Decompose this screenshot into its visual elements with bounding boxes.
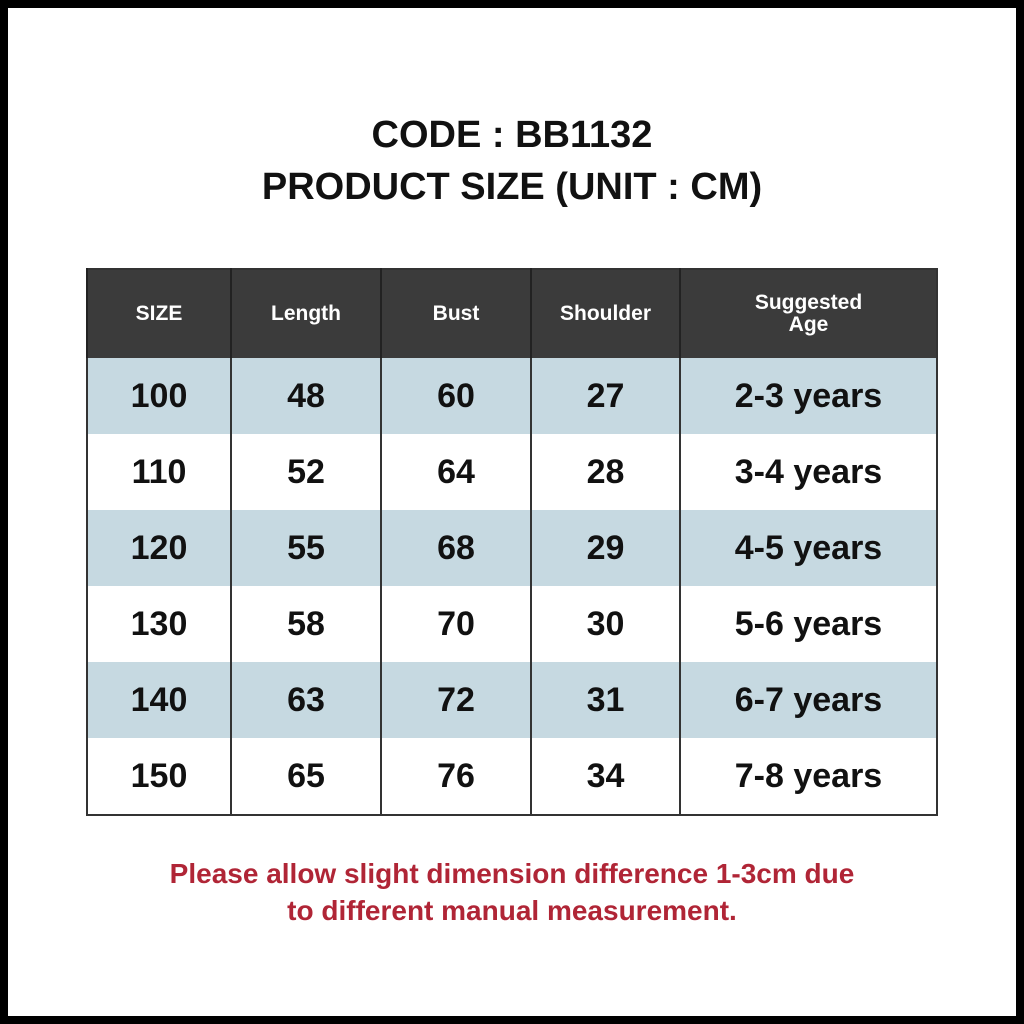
table-cell: 130 <box>86 586 231 662</box>
table-row: 100 48 60 27 2-3 years <box>86 358 937 434</box>
table-row: 140 63 72 31 6-7 years <box>86 662 937 738</box>
table-cell: 68 <box>380 510 531 586</box>
table-cell: 70 <box>380 586 531 662</box>
note-line: Please allow slight dimension difference… <box>169 858 855 889</box>
table-row: 150 65 76 34 7-8 years <box>86 738 937 815</box>
title-line: CODE : BB1132 <box>371 114 653 156</box>
column-header-text: Suggested Age <box>754 290 863 336</box>
table-row: 130 58 70 30 5-6 years <box>86 586 937 662</box>
table-cell: 63 <box>230 662 381 738</box>
table-cell: 150 <box>86 738 231 815</box>
table-cell: 28 <box>530 434 680 510</box>
column-header-text: Length <box>271 302 341 325</box>
table-cell: 65 <box>230 738 381 815</box>
table-cell: 72 <box>380 662 531 738</box>
table-body: 100 48 60 27 2-3 years 110 52 64 28 3-4 years 120 5… <box>86 358 937 815</box>
table-cell: 2-3 years <box>679 358 937 434</box>
table-cell: 34 <box>530 738 680 815</box>
table-cell: 5-6 years <box>679 586 937 662</box>
table-cell: 27 <box>530 358 680 434</box>
table-row: 110 52 64 28 3-4 years <box>86 434 937 510</box>
table-cell: 4-5 years <box>679 510 937 586</box>
table-cell: 55 <box>230 510 381 586</box>
table-cell: 31 <box>530 662 680 738</box>
table-cell: 48 <box>230 358 381 434</box>
column-header-text: Bust <box>432 302 480 325</box>
table-cell: 29 <box>530 510 680 586</box>
column-header: Length <box>230 269 381 358</box>
table-row: 120 55 68 29 4-5 years <box>86 510 937 586</box>
table-cell: 7-8 years <box>679 738 937 815</box>
column-header-text: Shoulder <box>559 302 651 325</box>
table-cell: 58 <box>230 586 381 662</box>
table-cell: 100 <box>86 358 231 434</box>
table-cell: 110 <box>86 434 231 510</box>
column-header-text: SIZE <box>135 302 183 325</box>
note-line: to different manual measurement. <box>287 895 737 926</box>
column-header: Suggested Age <box>679 269 937 358</box>
table-cell: 30 <box>530 586 680 662</box>
table-cell: 52 <box>230 434 381 510</box>
column-header: Bust <box>380 269 531 358</box>
title-line: PRODUCT SIZE (UNIT : CM) <box>261 166 763 208</box>
column-header: SIZE <box>86 269 231 358</box>
size-table: SIZE Length Bust Shoulder Suggested Age 100 4… <box>86 268 938 816</box>
table-cell: 76 <box>380 738 531 815</box>
table-cell: 60 <box>380 358 531 434</box>
table-cell: 120 <box>86 510 231 586</box>
table-cell: 64 <box>380 434 531 510</box>
table-cell: 3-4 years <box>679 434 937 510</box>
header-row: SIZE Length Bust Shoulder Suggested Age <box>86 269 937 358</box>
column-header: Shoulder <box>530 269 680 358</box>
table-cell: 6-7 years <box>679 662 937 738</box>
table-cell: 140 <box>86 662 231 738</box>
